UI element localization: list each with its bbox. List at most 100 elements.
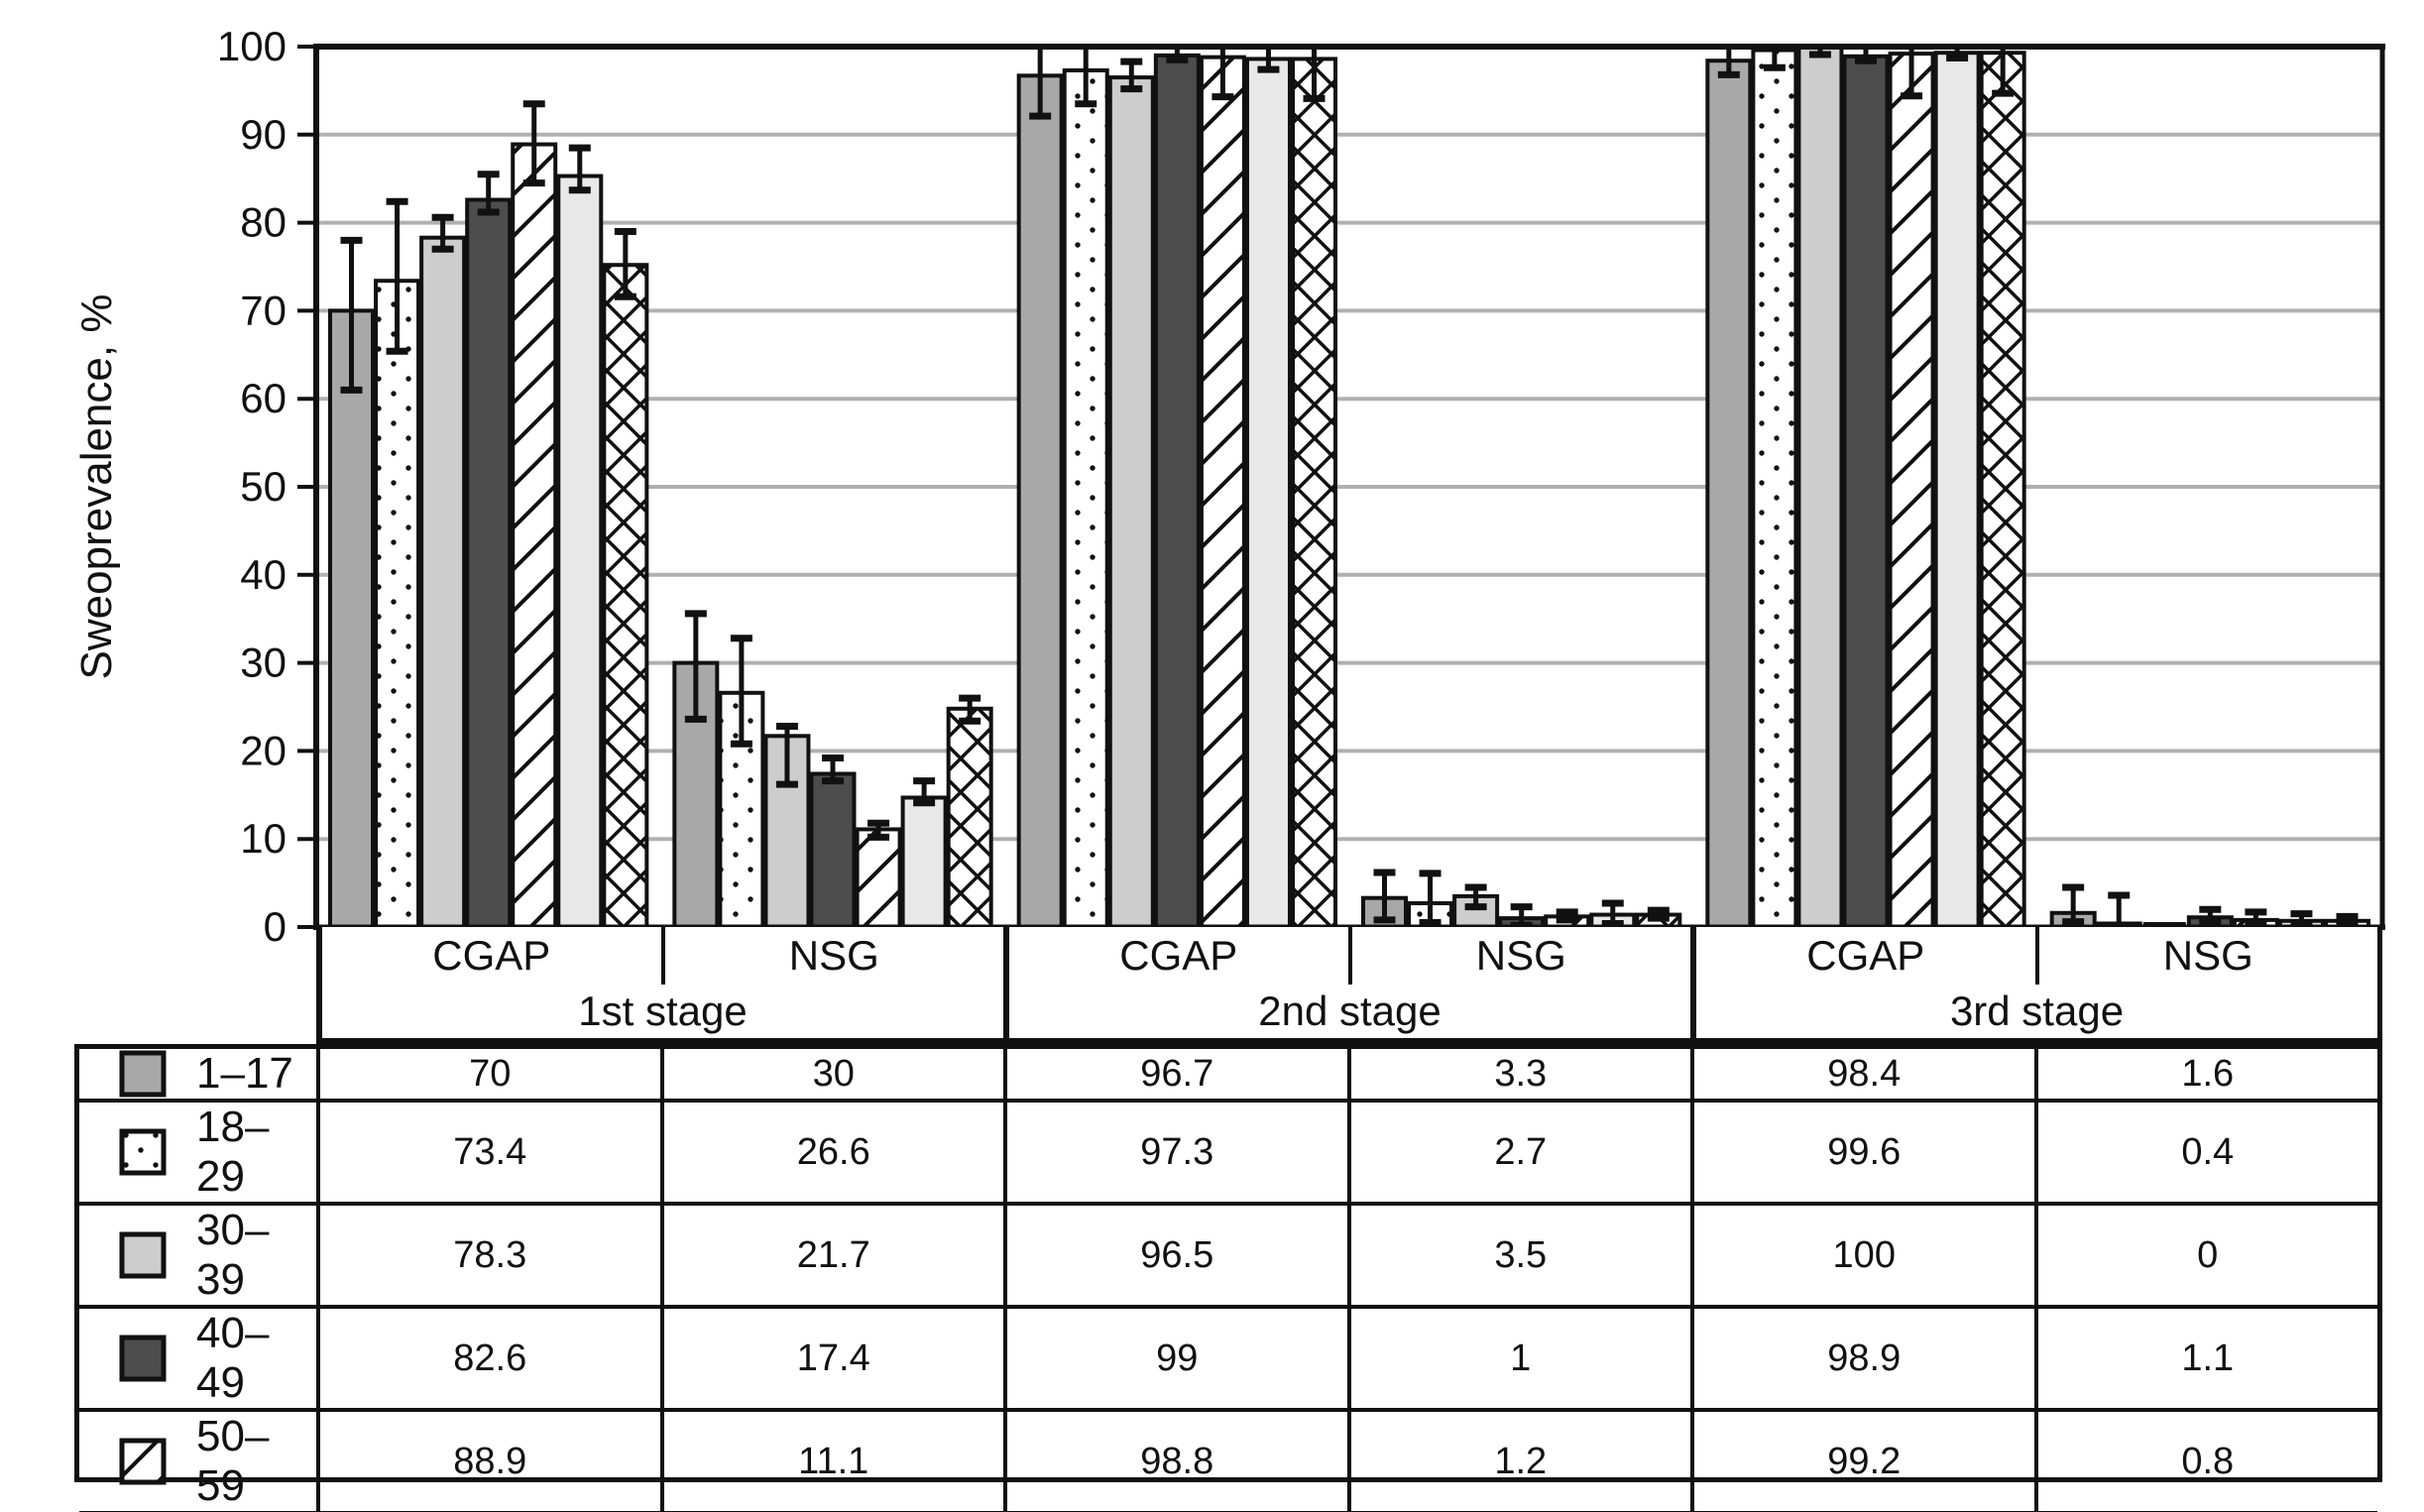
arm-label: CGAP	[1119, 932, 1238, 979]
bar	[1062, 67, 1109, 929]
legend-cell: 18–29	[79, 1099, 316, 1202]
y-tick-label: 40	[240, 551, 287, 598]
y-tick-label: 20	[240, 727, 287, 773]
table-cell: 98.4	[1690, 1049, 2034, 1099]
y-axis-title: Sweoprevalence, %	[72, 294, 121, 680]
table-cell: 100	[1690, 1202, 2034, 1305]
table-cell: 11.1	[659, 1408, 1003, 1511]
legend-label: 1–17	[196, 1049, 293, 1098]
table-cell: 0.8	[2033, 1408, 2377, 1511]
stage-label: 2nd stage	[1258, 988, 1442, 1034]
y-tick-label: 50	[240, 463, 287, 510]
stage-label: 3rd stage	[1949, 988, 2125, 1034]
bar	[1705, 58, 1753, 929]
bar	[511, 142, 558, 929]
bar	[1153, 53, 1201, 929]
arm-row: CGAP NSG	[322, 927, 1003, 985]
legend-label: 18–29	[196, 1103, 270, 1201]
stage-header: CGAP NSG 1st stage CGAP NSG 2nd stage CGAP NSG 3…	[316, 927, 2382, 1044]
legend-label: 30–39	[196, 1206, 270, 1304]
bar	[1751, 48, 1798, 929]
table-cell: 99.2	[1690, 1408, 2034, 1511]
y-tick-label: 0	[264, 903, 287, 950]
table-cell: 0.4	[2033, 1099, 2377, 1202]
legend-cell: 30–39	[79, 1202, 316, 1305]
table-cell: 97.3	[1003, 1099, 1347, 1202]
stage-section: CGAP NSG 1st stage	[322, 927, 1003, 1038]
bar	[419, 235, 467, 930]
bar	[556, 174, 604, 929]
bar	[328, 308, 375, 929]
y-tick-label: 60	[240, 375, 287, 421]
stage-section: CGAP NSG 2nd stage	[1003, 927, 1690, 1038]
bar	[1979, 51, 2026, 929]
y-tick-label: 100	[217, 23, 287, 69]
bar	[855, 827, 902, 930]
table-cell: 70	[316, 1049, 660, 1099]
y-tick-label: 30	[240, 640, 287, 686]
bar	[1842, 54, 1890, 929]
table-cell: 0	[2033, 1202, 2377, 1305]
bar	[809, 771, 857, 929]
bar	[1107, 75, 1155, 929]
bar	[1933, 51, 1981, 929]
table-cell: 96.5	[1003, 1202, 1347, 1305]
stage-section: CGAP NSG 3rd stage	[1690, 927, 2377, 1038]
bar	[1796, 45, 1844, 929]
table-cell: 3.5	[1346, 1202, 1690, 1305]
legend-swatch	[119, 1438, 167, 1485]
bar	[946, 706, 993, 929]
table-cell: 99	[1003, 1305, 1347, 1408]
legend-cell: 40–49	[79, 1305, 316, 1408]
table-cell: 3.3	[1346, 1049, 1691, 1099]
legend-swatch	[119, 1335, 167, 1382]
table-cell: 88.9	[316, 1408, 660, 1511]
table-cell: 30	[659, 1049, 1004, 1099]
bar	[1291, 57, 1337, 929]
bar	[602, 263, 649, 929]
table-cell: 26.6	[659, 1099, 1003, 1202]
arm-label: CGAP	[1806, 932, 1925, 979]
arm-label: CGAP	[432, 932, 551, 979]
table-cell: 1.1	[2033, 1305, 2377, 1408]
bar	[1888, 52, 1935, 929]
table-cell: 96.7	[1003, 1049, 1347, 1099]
arm-row: CGAP NSG	[1009, 927, 1690, 985]
table-cell: 21.7	[659, 1202, 1003, 1305]
stage-label: 1st stage	[578, 988, 748, 1034]
table-cell: 78.3	[316, 1202, 660, 1305]
arm-label: NSG	[660, 927, 1004, 985]
bar	[1244, 57, 1292, 929]
table-cell: 1	[1346, 1305, 1690, 1408]
bar	[900, 795, 948, 929]
y-tick-label: 80	[240, 199, 287, 246]
bar	[374, 279, 421, 929]
bar	[1016, 73, 1064, 929]
legend-swatch	[119, 1050, 167, 1098]
legend-swatch	[119, 1128, 167, 1176]
y-tick-label: 10	[240, 815, 287, 862]
legend-cell: 1–17	[79, 1049, 316, 1099]
table-cell: 1.6	[2033, 1049, 2378, 1099]
bar	[1199, 55, 1246, 929]
arm-row: CGAP NSG	[1696, 927, 2377, 985]
y-tick-label: 70	[240, 287, 287, 333]
data-table: 1–17 70 30 96.7 3.3 98.4 1.6 18–29 73.4 26.6 97.3 2…	[74, 1044, 2382, 1512]
y-tick-label: 90	[240, 111, 287, 158]
table-cell: 82.6	[316, 1305, 660, 1408]
table-cell: 98.9	[1690, 1305, 2034, 1408]
legend-cell: 50–59	[79, 1408, 316, 1511]
table-cell: 17.4	[659, 1305, 1003, 1408]
bar-chart: Sweoprevalence, % 0 10 20 30 40 50 60 70 80 90 100	[72, 23, 2385, 950]
table-cell: 2.7	[1346, 1099, 1690, 1202]
table-cell: 73.4	[316, 1099, 660, 1202]
bar	[465, 197, 513, 929]
legend-label: 40–49	[196, 1309, 270, 1407]
table-cell: 99.6	[1690, 1099, 2034, 1202]
table-cell: 1.2	[1346, 1408, 1690, 1511]
arm-label: NSG	[2034, 927, 2378, 985]
table-cell: 98.8	[1003, 1408, 1347, 1511]
legend-label: 50–59	[196, 1412, 270, 1510]
legend-swatch	[119, 1231, 167, 1279]
